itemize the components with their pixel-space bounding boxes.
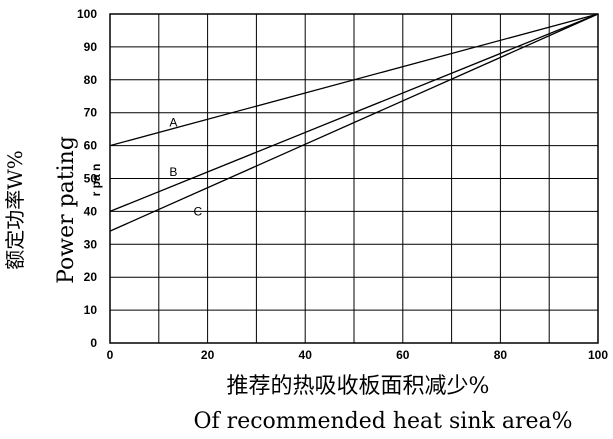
y-axis-label-overlap: r pa n	[89, 164, 103, 197]
plot-frame	[109, 13, 599, 344]
x-tick-label: 20	[201, 348, 215, 362]
y-tick-label: 100	[77, 7, 97, 21]
y-tick-label: 30	[84, 237, 98, 251]
x-tick-label: 40	[299, 348, 313, 362]
y-tick-label: 0	[90, 336, 97, 350]
y-tick-label: 90	[84, 40, 98, 54]
y-tick-label: 20	[84, 270, 98, 284]
y-axis-label-cn: 额定功率W%	[3, 150, 27, 270]
x-axis-label-cn: 推荐的热吸收板面积减少%	[227, 374, 490, 399]
series-labels: A B C	[169, 116, 202, 219]
series-lines	[109, 13, 599, 232]
y-tick-label: 10	[84, 303, 98, 317]
series-label-c: C	[194, 204, 203, 218]
series-label-a: A	[169, 116, 177, 130]
y-axis-label-en: Power pating	[54, 136, 79, 284]
y-tick-label: 70	[84, 106, 98, 120]
y-tick-label: 80	[84, 73, 98, 87]
grid	[110, 14, 598, 343]
x-axis-label-en: Of recommended heat sink area%	[194, 409, 573, 434]
y-tick-label: 50	[84, 172, 98, 186]
x-tick-label: 60	[396, 348, 410, 362]
x-tick-label: 100	[588, 348, 608, 362]
series-label-b: B	[169, 165, 177, 179]
series-line-b	[109, 13, 599, 213]
y-tick-labels: 0 10 20 30 40 50 60 70 80 90 100	[77, 7, 97, 350]
series-line-c	[109, 13, 599, 232]
x-tick-label: 80	[494, 348, 508, 362]
series-line-a	[109, 13, 599, 147]
y-tick-label: 60	[84, 139, 98, 153]
y-tick-label: 40	[84, 204, 98, 218]
x-tick-labels: 0 20 40 60 80 100	[107, 348, 609, 362]
x-tick-label: 0	[107, 348, 114, 362]
